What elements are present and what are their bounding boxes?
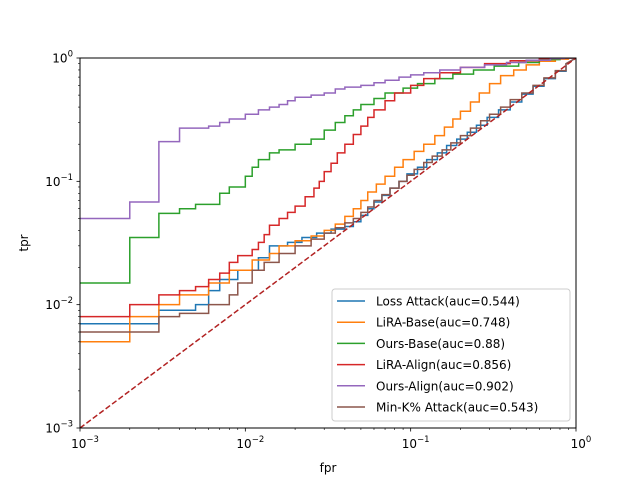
x-axis-label: fpr	[320, 461, 337, 475]
legend-label-4: Ours-Align(auc=0.902)	[376, 379, 514, 393]
series-line-1	[80, 58, 576, 343]
x-tick-label-1: 10−2	[236, 435, 264, 451]
chance-line	[80, 58, 576, 428]
legend-label-5: Min-K% Attack(auc=0.543)	[376, 401, 538, 415]
series-line-5	[80, 58, 576, 333]
ticks-layer: 10−3 10−2 10−1 100 10−3 10−2 10−1 100	[45, 50, 591, 452]
x-tick-label-0: 10−3	[71, 435, 99, 451]
legend-label-3: LiRA-Align(auc=0.856)	[376, 358, 511, 372]
y-tick-label-0: 10−3	[45, 420, 73, 436]
plot-frame	[79, 57, 577, 429]
legend-label-0: Loss Attack(auc=0.544)	[376, 295, 520, 309]
legend-label-2: Ours-Base(auc=0.88)	[376, 337, 505, 351]
y-tick-label-1: 10−2	[45, 296, 73, 312]
series-layer	[80, 58, 576, 428]
legend: Loss Attack(auc=0.544) LiRA-Base(auc=0.74…	[331, 288, 571, 422]
y-tick-label-2: 10−1	[45, 173, 73, 189]
legend-label-1: LiRA-Base(auc=0.748)	[376, 316, 510, 330]
series-line-3	[80, 58, 576, 318]
series-line-2	[80, 58, 576, 284]
y-tick-label-3: 100	[52, 50, 73, 66]
legend-box	[331, 288, 571, 422]
x-tick-label-2: 10−1	[402, 435, 430, 451]
x-tick-label-3: 100	[571, 435, 592, 451]
y-axis-label: tpr	[17, 234, 31, 251]
series-line-4	[80, 58, 576, 220]
